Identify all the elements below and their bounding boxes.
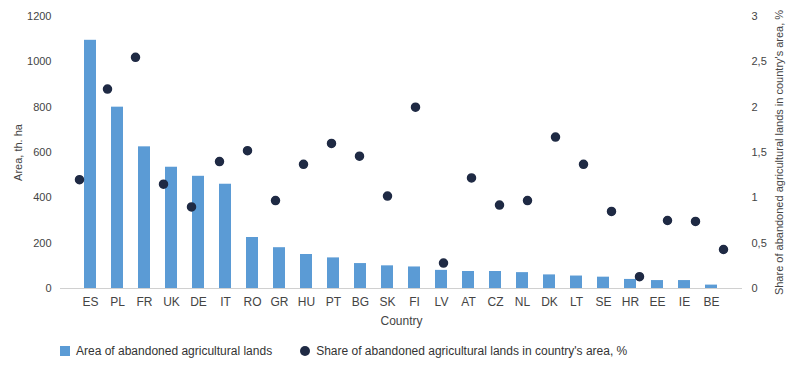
svg-text:3: 3 <box>752 10 758 22</box>
svg-text:Country: Country <box>380 314 422 328</box>
svg-text:DE: DE <box>190 295 207 309</box>
svg-text:0: 0 <box>45 282 51 294</box>
svg-text:NL: NL <box>515 295 531 309</box>
svg-text:ES: ES <box>82 295 98 309</box>
svg-text:AT: AT <box>461 295 476 309</box>
svg-text:1: 1 <box>752 191 758 203</box>
html-text:Share of abandoned agricultura: Share of abandoned agricultural lands in… <box>316 344 628 358</box>
svg-text:BG: BG <box>352 295 369 309</box>
svg-text:400: 400 <box>33 191 51 203</box>
svg-text:0,5: 0,5 <box>752 237 767 249</box>
svg-text:1000: 1000 <box>27 55 51 67</box>
svg-text:CZ: CZ <box>488 295 504 309</box>
svg-text:IT: IT <box>220 295 231 309</box>
svg-text:DK: DK <box>541 295 558 309</box>
svg-text:1,5: 1,5 <box>752 146 767 158</box>
svg-text:BE: BE <box>703 295 719 309</box>
svg-text:200: 200 <box>33 237 51 249</box>
svg-text:EE: EE <box>649 295 665 309</box>
svg-text:2,5: 2,5 <box>752 55 767 67</box>
svg-text:600: 600 <box>33 146 51 158</box>
svg-text:LV: LV <box>435 295 449 309</box>
svg-text:SK: SK <box>379 295 395 309</box>
svg-text:1200: 1200 <box>27 10 51 22</box>
svg-text:IE: IE <box>679 295 690 309</box>
svg-text:HR: HR <box>622 295 640 309</box>
svg-text:FI: FI <box>409 295 420 309</box>
svg-text:PL: PL <box>110 295 125 309</box>
svg-text:Area, th. ha: Area, th. ha <box>12 123 24 181</box>
svg-text:HU: HU <box>298 295 315 309</box>
svg-text:GR: GR <box>271 295 289 309</box>
svg-text:RO: RO <box>244 295 262 309</box>
svg-text:PT: PT <box>326 295 342 309</box>
svg-text:FR: FR <box>137 295 153 309</box>
svg-text:SE: SE <box>595 295 611 309</box>
svg-text:0: 0 <box>752 282 758 294</box>
svg-text:LT: LT <box>570 295 584 309</box>
svg-text:2: 2 <box>752 101 758 113</box>
svg-text:Share of abandoned agricultura: Share of abandoned agricultural lands in… <box>773 10 785 295</box>
html-text:Area of abandoned agricultural: Area of abandoned agricultural lands <box>76 344 273 358</box>
svg-text:UK: UK <box>163 295 180 309</box>
svg-text:800: 800 <box>33 101 51 113</box>
